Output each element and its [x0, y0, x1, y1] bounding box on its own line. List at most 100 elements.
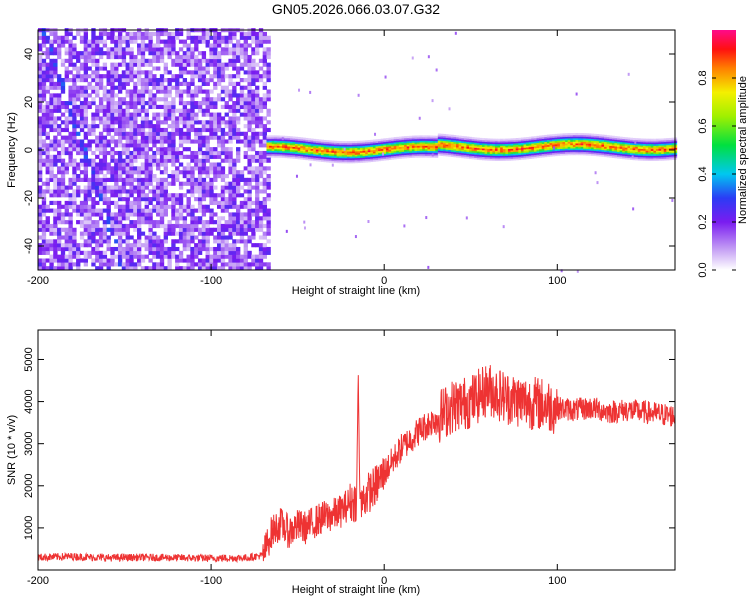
heatmap-cell	[232, 166, 237, 171]
heatmap-cell	[401, 148, 405, 151]
heatmap-cell	[79, 200, 85, 206]
heatmap-cell	[453, 146, 457, 149]
heatmap-cell	[148, 101, 153, 106]
heatmap-cell	[156, 177, 161, 182]
heatmap-cell	[611, 135, 615, 138]
heatmap-cell	[190, 223, 195, 229]
heatmap-cell	[224, 104, 229, 110]
heatmap-cell	[76, 243, 81, 248]
heatmap-cell	[186, 227, 191, 232]
heatmap-cell	[443, 152, 447, 155]
heatmap-cell	[133, 120, 138, 125]
heatmap-cell	[201, 81, 207, 86]
heatmap-cell	[232, 231, 237, 236]
heatmap-cell	[140, 135, 146, 140]
heatmap-cell	[239, 85, 245, 90]
heatmap-cell	[505, 145, 509, 148]
heatmap-cell	[232, 112, 237, 117]
heatmap-cell	[502, 153, 506, 156]
heatmap-cell	[458, 135, 462, 138]
heatmap-cell	[276, 148, 280, 151]
heatmap-cell	[443, 149, 447, 152]
heatmap-cell	[606, 145, 610, 148]
heatmap-cell	[60, 204, 66, 209]
heatmap-cell	[354, 151, 358, 154]
heatmap-cell	[505, 140, 509, 143]
heatmap-cell	[674, 145, 678, 148]
heatmap-cell	[182, 220, 188, 225]
heatmap-cell	[213, 162, 218, 167]
heatmap-cell	[95, 89, 100, 94]
heatmap-cell	[91, 227, 96, 232]
heatmap-cell	[106, 216, 111, 221]
heatmap-cell	[642, 150, 646, 153]
heatmap-cell	[91, 162, 96, 167]
heatmap-cell	[266, 155, 270, 158]
heatmap-cell	[323, 143, 327, 146]
heatmap-cell	[144, 166, 149, 171]
heatmap-cell	[308, 143, 312, 146]
heatmap-cell	[213, 197, 218, 202]
heatmap-cell	[427, 265, 430, 269]
heatmap-cell	[163, 231, 168, 236]
heatmap-cell	[186, 231, 191, 236]
heatmap-cell	[500, 153, 504, 156]
heatmap-cell	[163, 127, 168, 133]
heatmap-cell	[406, 140, 410, 144]
heatmap-cell	[494, 152, 498, 155]
heatmap-cell	[289, 149, 293, 152]
heatmap-cell	[144, 143, 149, 148]
heatmap-cell	[98, 262, 104, 267]
heatmap-cell	[526, 147, 530, 150]
heatmap-cell	[236, 154, 241, 159]
heatmap-cell	[404, 147, 408, 150]
heatmap-cell	[458, 145, 462, 148]
heatmap-cell	[642, 146, 646, 150]
heatmap-cell	[297, 148, 301, 151]
heatmap-cell	[393, 143, 397, 146]
heatmap-cell	[284, 149, 288, 152]
heatmap-cell	[642, 141, 646, 145]
heatmap-cell	[144, 181, 149, 186]
heatmap-cell	[520, 152, 524, 155]
heatmap-cell	[41, 262, 47, 267]
heatmap-cell	[588, 150, 592, 153]
heatmap-cell	[578, 146, 582, 149]
heatmap-cell	[216, 93, 222, 98]
heatmap-cell	[182, 266, 188, 271]
heatmap-cell	[443, 133, 447, 137]
heatmap-cell	[398, 144, 402, 148]
heatmap-cell	[554, 148, 558, 152]
heatmap-cell	[152, 204, 157, 209]
heatmap-cell	[344, 161, 348, 164]
heatmap-cell	[38, 131, 43, 136]
heatmap-cell	[209, 62, 214, 67]
heatmap-cell	[49, 116, 54, 121]
heatmap-cell	[341, 159, 345, 162]
heatmap-cell	[414, 150, 418, 153]
heatmap-cell	[175, 35, 180, 40]
heatmap-cell	[72, 120, 77, 125]
heatmap-cell	[171, 158, 176, 163]
heatmap-cell	[247, 250, 252, 255]
heatmap-cell	[489, 150, 493, 153]
heatmap-cell	[228, 139, 233, 144]
heatmap-cell	[148, 131, 153, 136]
heatmap-cell	[106, 70, 111, 75]
heatmap-cell	[492, 143, 496, 146]
heatmap-cell	[110, 51, 115, 56]
heatmap-cell	[91, 239, 96, 244]
heatmap-cell	[520, 144, 524, 147]
heatmap-cell	[648, 152, 652, 155]
heatmap-cell	[593, 152, 597, 155]
heatmap-cell	[213, 200, 218, 206]
heatmap-cell	[167, 150, 172, 156]
heatmap-cell	[247, 189, 252, 194]
heatmap-cell	[432, 150, 436, 153]
heatmap-cell	[110, 220, 115, 225]
heatmap-cell	[401, 151, 405, 154]
heatmap-cell	[79, 223, 85, 229]
heatmap-cell	[209, 181, 214, 186]
heatmap-cell	[531, 143, 535, 146]
heatmap-cell	[637, 158, 641, 161]
